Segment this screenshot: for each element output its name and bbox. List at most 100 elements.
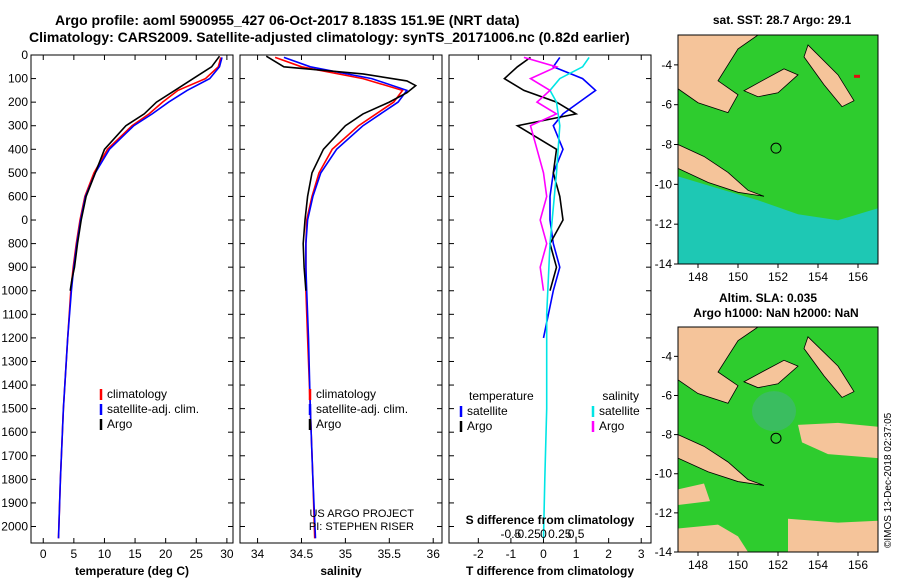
legend-title-temperature: temperature [469,389,534,403]
plot-frame [448,54,652,544]
y-tick-label: 1700 [1,449,28,463]
new-britain-land [743,68,799,98]
legend-label: Argo [107,417,133,431]
x-tick-label: 34.5 [290,547,314,561]
x-tick-label-salinity: 0 [540,527,547,541]
x-tick-label: 15 [128,547,142,561]
temperature-profile-panel: 0100200300400500600080090010001100120013… [1,48,234,578]
sla-map-subtitle: Argo h1000: NaN h2000: NaN [693,306,858,320]
x-axis-label: temperature (deg C) [75,564,189,578]
x-axis-label: salinity [320,564,362,578]
annotation-pi: PI: STEPHEN RISER [309,521,414,533]
series-line-t-satellite [542,56,597,339]
legend-label: Argo [599,419,625,433]
lat-tick-label: -8 [661,138,672,152]
difference-profile-panel: -2 -1 0 1 2 3 T difference from climatology tem… [448,54,652,578]
plot-frame [239,54,443,544]
series-line-t-argo [503,56,579,291]
new-guinea-land [677,326,760,404]
legend-label: climatology [316,387,376,401]
x-tick-label: 36 [427,547,441,561]
y-tick-label: 1400 [1,378,28,392]
lon-tick-label: 154 [808,270,828,284]
x-tick-label: 34 [251,547,265,561]
lat-tick-label: -12 [655,217,673,231]
lat-tick-label: -14 [655,545,673,559]
warm-sst-marker [854,74,860,78]
sst-map: 148 150 152 154 156 -4 -6 -8 -10 -12 -14 [655,34,879,284]
y-tick-label: 0 [21,213,28,227]
x-tick-label-salinity: -0.5 [501,527,522,541]
legend-label: climatology [107,387,167,401]
x-tick-label-salinity: 0.5 [568,527,585,541]
x-tick-label: 20 [159,547,173,561]
x-tick-label: 0 [540,547,547,561]
y-tick-label: 1800 [1,472,28,486]
lon-tick-label: 156 [848,270,868,284]
lon-tick-label: 154 [808,558,828,572]
x-tick-label: 35.5 [378,547,402,561]
x-tick-label: 35 [339,547,353,561]
y-tick-label: 1900 [1,496,28,510]
lon-tick-label: 150 [728,270,748,284]
y-tick-label: 0 [21,48,28,62]
y-tick-label: 2000 [1,519,28,533]
cool-water-area [678,176,878,264]
y-tick-label: 200 [8,95,28,109]
sla-map-title: Altim. SLA: 0.035 [719,291,817,305]
series-line-argo [69,55,221,291]
x-tick-label: 25 [190,547,204,561]
x-axis-label-salinity: S difference from climatology [466,513,635,527]
y-tick-label: 600 [8,189,28,203]
x-tick-label: 10 [98,547,112,561]
y-tick-label: 1300 [1,354,28,368]
lat-tick-label: -12 [655,506,673,520]
x-tick-label: 2 [605,547,612,561]
plot-frame [30,54,234,544]
x-tick-label: -2 [473,547,484,561]
x-tick-label: -1 [506,547,517,561]
series-line-s-argo [523,56,559,291]
y-tick-label: 1100 [2,307,28,321]
lon-tick-label: 148 [688,558,708,572]
x-tick-label: 0 [40,547,47,561]
lat-tick-label: -4 [661,349,672,363]
salinity-profile-panel: 34 34.5 35 35.5 36 salinity climatologysatelli… [239,54,443,578]
x-tick-label: 5 [71,547,78,561]
lat-tick-label: -6 [661,98,672,112]
argo-profile-marker [770,432,782,444]
x-tick-label-salinity: 0.25 [548,527,572,541]
title-line-1: Argo profile: aoml 5900955_427 06-Oct-20… [55,12,520,28]
masked-area [678,483,710,506]
x-tick-label-salinity: -0.25 [514,527,542,541]
lon-tick-label: 152 [768,270,788,284]
series-line-satellite-adj-clim- [283,56,409,539]
y-tick-label: 1500 [1,402,28,416]
lat-tick-label: -6 [661,388,672,402]
legend-label: Argo [467,419,493,433]
y-tick-label: 800 [8,237,28,251]
masked-area [798,422,878,459]
x-tick-label: 3 [638,547,645,561]
series-line-argo [265,55,418,291]
lon-tick-label: 148 [688,270,708,284]
x-tick-label: 30 [220,547,234,561]
legend-label: satellite [599,404,640,418]
bougainville-land [803,44,855,108]
legend-label: satellite-adj. clim. [316,402,408,416]
legend-label: satellite-adj. clim. [107,402,199,416]
y-tick-label: 300 [8,119,28,133]
masked-area [678,524,748,552]
legend-title-salinity: salinity [602,389,639,403]
y-tick-label: 1000 [1,284,28,298]
annotation-project: US ARGO PROJECT [309,508,414,520]
y-tick-label: 100 [8,72,28,86]
imos-watermark: ©IMOS 13-Dec-2018 02:37:05 [883,412,894,548]
lat-tick-label: -8 [661,428,672,442]
y-tick-label: 1200 [1,331,28,345]
x-tick-label: 1 [573,547,580,561]
y-tick-label: 400 [8,142,28,156]
papuan-peninsula-land [677,433,765,486]
masked-area [788,518,878,552]
lat-tick-label: -4 [661,58,672,72]
